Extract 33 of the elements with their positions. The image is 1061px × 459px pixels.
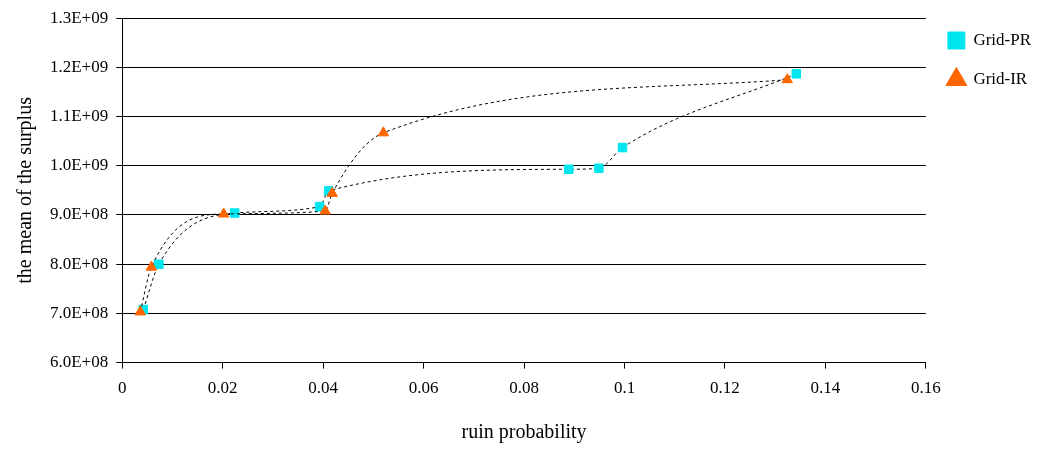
x-tick-label: 0.12 [710, 378, 740, 398]
y-tick-label: 1.3E+09 [49, 7, 109, 27]
x-tick-label: 0.02 [207, 378, 238, 398]
x-tick-label: 0.04 [308, 378, 339, 398]
x-tick-label: 0.08 [509, 378, 539, 398]
point [154, 259, 164, 269]
y-tick-label: 7.0E+08 [49, 302, 109, 322]
legend-label: Grid-IR [973, 68, 1028, 88]
x-tick-label: 0 [117, 378, 127, 398]
x-tick-label: 0.06 [408, 378, 439, 398]
point [319, 204, 331, 215]
y-tick-label: 8.0E+08 [49, 253, 109, 273]
point [134, 305, 146, 316]
x-tick-label: 0.1 [613, 378, 636, 398]
point [617, 142, 628, 153]
point [377, 126, 390, 137]
point [564, 164, 574, 174]
point [781, 73, 793, 84]
point [217, 207, 230, 218]
y-tick-label: 6.0E+08 [49, 352, 109, 372]
point [594, 163, 604, 173]
y-tick-label: 1.2E+09 [49, 56, 109, 76]
point [791, 69, 802, 79]
point [145, 260, 158, 271]
legend-label: Grid-PR [973, 29, 1032, 49]
point [326, 186, 338, 197]
y-axis-title: the mean of the surplus [13, 96, 37, 284]
x-tick-label: 0.14 [810, 378, 841, 398]
y-tick-label: 1.1E+09 [49, 106, 109, 126]
x-axis-title: ruin probability [461, 420, 587, 444]
y-tick-label: 1.0E+09 [49, 155, 109, 175]
x-tick-label: 0.16 [911, 378, 941, 398]
y-tick-label: 9.0E+08 [49, 204, 109, 224]
